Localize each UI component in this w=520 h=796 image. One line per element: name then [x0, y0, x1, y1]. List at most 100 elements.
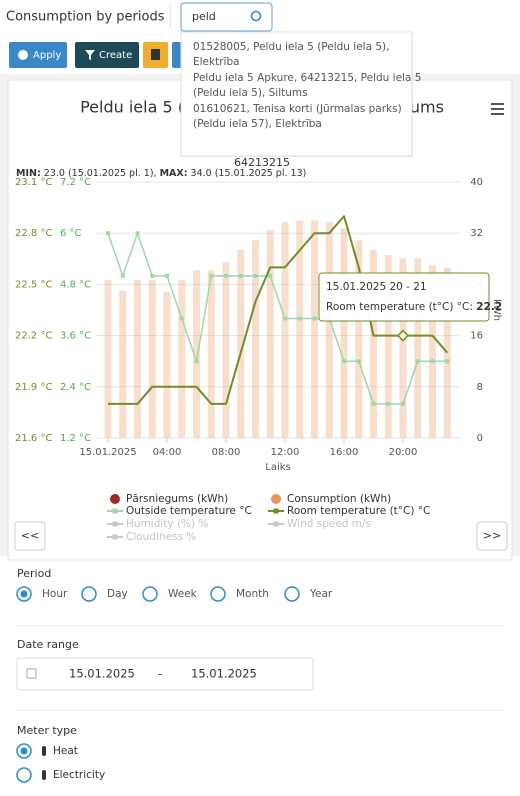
y2-tick-label: 0 — [477, 433, 483, 444]
create-button[interactable] — [75, 42, 139, 68]
bar — [119, 290, 127, 438]
point — [120, 273, 125, 278]
field-label: Date range — [17, 638, 79, 651]
suggestion-text[interactable]: (Peldu iela 57), Elektrība — [193, 118, 322, 130]
calendar-icon — [26, 668, 37, 679]
prev-button[interactable] — [14, 521, 46, 551]
tooltip-value: 22.2 — [476, 301, 502, 313]
point — [253, 273, 258, 278]
bar — [266, 230, 274, 438]
legend-marker — [273, 521, 279, 527]
radio[interactable] — [81, 586, 97, 602]
point — [342, 359, 346, 364]
page-title: Consumption by periods — [6, 10, 165, 25]
menu-bar — [491, 113, 504, 115]
suggestion-text[interactable]: (Peldu iela 5), Siltums — [193, 87, 308, 99]
y-tick-label: 22.2 °C — [15, 331, 52, 342]
next-button[interactable] — [476, 521, 508, 551]
point — [209, 273, 214, 278]
y3-tick-label: 2.4 °C — [60, 382, 91, 393]
legend-label: Wind speed m/s — [287, 518, 371, 530]
suggestions-dropdown: 01528005, Peldu iela 5 (Peldu iela 5), El… — [180, 31, 421, 157]
x-tick-label: 12:00 — [271, 447, 300, 458]
min-max-part: 23.0 (15.01.2025 pl. 1), — [41, 168, 160, 179]
search-icon — [250, 10, 262, 22]
search-text: peld — [192, 10, 216, 23]
y2-axis-label: kWh — [491, 299, 502, 321]
legend-item[interactable]: Room temperature (t°C) °C — [268, 505, 430, 517]
y2-tick-label: 40 — [470, 177, 483, 188]
field-label: Meter type — [17, 724, 77, 737]
series-line — [107, 232, 448, 405]
x-tick-label: 04:00 — [153, 447, 182, 458]
date-to: 15.01.2025 — [191, 667, 257, 681]
bar — [384, 254, 392, 438]
y2-tick-label: 16 — [470, 331, 483, 342]
legend-item[interactable]: Wind speed m/s — [268, 518, 371, 530]
radio-label: Electricity — [53, 769, 105, 781]
radio[interactable] — [16, 767, 32, 783]
apply-button[interactable] — [9, 42, 67, 68]
legend-item[interactable]: Pārsniegums (kWh) — [110, 493, 228, 505]
tooltip-box — [318, 272, 490, 322]
x-tick-label: 16:00 — [330, 447, 359, 458]
radio[interactable] — [142, 586, 158, 602]
create-label: Create — [99, 50, 132, 61]
x-tick-label: 20:00 — [389, 447, 418, 458]
bar — [311, 220, 318, 438]
legend-marker — [273, 508, 279, 514]
min-max-part: MAX: — [160, 168, 188, 179]
y3-tick-label: 6 °C — [60, 228, 82, 239]
bar — [414, 258, 422, 438]
radio-dot — [20, 590, 28, 598]
radio-label: Month — [236, 588, 269, 600]
point — [179, 316, 184, 321]
point — [238, 273, 243, 278]
filter-icon — [85, 50, 95, 60]
suggestion-text[interactable]: Peldu iela 5 Apkure, 64213215, Peldu iel… — [193, 72, 421, 84]
date-box[interactable] — [16, 657, 314, 691]
bar — [134, 279, 141, 438]
min-max-part: 34.0 (15.01.2025 pl. 13) — [188, 168, 307, 179]
tooltip-label: Room temperature (t°C) °C: — [326, 301, 476, 313]
legend-label: Pārsniegums (kWh) — [126, 493, 228, 505]
radio[interactable] — [284, 586, 300, 602]
point — [356, 359, 361, 364]
y-tick-label: 21.9 °C — [15, 382, 52, 393]
search-input[interactable] — [180, 2, 273, 32]
y3-tick-label: 1.2 °C — [60, 433, 91, 444]
next-label: >> — [483, 529, 501, 542]
point — [297, 316, 302, 321]
radio-label: Day — [107, 588, 128, 600]
point — [106, 231, 110, 236]
point — [268, 273, 273, 278]
min-max: MIN: 23.0 (15.01.2025 pl. 1), MAX: 34.0 … — [16, 168, 306, 179]
legend-item[interactable]: Cloudiness % — [107, 531, 196, 543]
x-axis-label: Laiks — [265, 462, 290, 473]
menu-icon[interactable] — [491, 103, 504, 115]
tooltip-title: 15.01.2025 20 - 21 — [326, 281, 427, 293]
suggestion-text[interactable]: Elektrība — [193, 56, 240, 68]
date-from: 15.01.2025 — [69, 667, 135, 681]
legend-item[interactable]: Outside temperature °C — [107, 505, 252, 517]
legend-symbol — [271, 494, 281, 504]
dropdown-box — [180, 31, 413, 157]
apply-label: Apply — [33, 50, 61, 61]
bar — [163, 292, 171, 438]
legend-label: Cloudiness % — [126, 531, 196, 543]
suggestion-text[interactable]: 01610621, Tenisa korti (Jūrmalas parks) — [193, 103, 402, 115]
legend-item[interactable]: Humidity (%) % — [107, 518, 208, 530]
suggestion-text[interactable]: 01528005, Peldu iela 5 (Peldu iela 5), — [193, 41, 389, 53]
point — [194, 359, 199, 364]
bar — [237, 249, 245, 438]
legend-item[interactable]: Consumption (kWh) — [271, 493, 391, 505]
legend-symbol — [110, 494, 120, 504]
apply-icon — [18, 50, 28, 60]
point — [283, 316, 287, 321]
radio[interactable] — [210, 586, 226, 602]
bar — [355, 240, 363, 438]
bar — [296, 220, 304, 438]
x-tick-label: 15.01.2025 — [79, 447, 136, 458]
radio-label: Heat — [53, 745, 78, 757]
